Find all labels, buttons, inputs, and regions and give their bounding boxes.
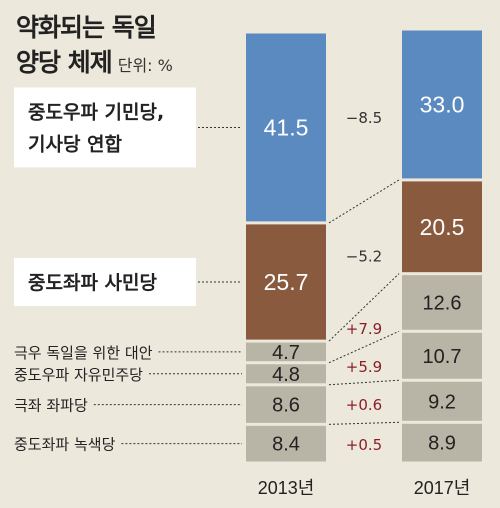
change-label-5: −5.2: [346, 247, 382, 265]
bar-segment-1-5: [246, 224, 326, 340]
bar-segment-2-3: [402, 332, 482, 379]
category-label-2: 2017년: [414, 478, 471, 498]
value-label-1-6: 41.5: [264, 114, 309, 140]
value-label-2-5: 20.5: [420, 214, 465, 240]
legend-label-4: 극우 독일을 위한 대안: [14, 344, 153, 362]
legend-label-2: 극좌 좌파당: [14, 397, 88, 415]
value-label-2-3: 10.7: [423, 346, 462, 368]
bar-segment-1-4: [246, 342, 326, 362]
value-label-2-6: 33.0: [420, 91, 465, 117]
value-label-1-3: 4.8: [272, 364, 300, 386]
category-label-1: 2013년: [258, 478, 315, 498]
legend-box-6: [14, 87, 196, 168]
change-label-1: +0.5: [346, 436, 382, 454]
bar-segment-1-3: [246, 364, 326, 384]
legend-label-3: 중도우파 자유민주당: [14, 366, 143, 384]
title-line-1: 약화되는 독일: [16, 13, 157, 42]
change-label-3: +5.9: [346, 358, 382, 376]
chart-title: 약화되는 독일 양당 체제 단위: %: [16, 10, 173, 83]
change-label-6: −8.5: [346, 109, 382, 127]
value-label-2-4: 12.6: [423, 292, 462, 314]
bar-segment-2-6: [402, 30, 482, 179]
legend-label-6-line-1: 중도우파 기민당,: [28, 101, 164, 123]
bar-segment-2-4: [402, 275, 482, 330]
legend-box-5: [14, 257, 196, 306]
title-line-2-text: 양당 체제: [16, 48, 113, 77]
bar-segment-1-1: [246, 425, 326, 462]
change-label-4: +7.9: [346, 320, 382, 338]
connector-line-2: [328, 379, 400, 386]
bar-segment-1-2: [246, 386, 326, 423]
value-label-1-2: 8.6: [272, 395, 300, 417]
change-label-2: +0.6: [346, 396, 382, 414]
bar-segment-1-6: [246, 33, 326, 222]
value-label-1-4: 4.7: [272, 342, 300, 364]
title-line-2: 양당 체제 단위: %: [16, 45, 173, 83]
value-label-1-1: 8.4: [272, 434, 300, 456]
connector-line-5: [328, 179, 400, 224]
connector-line-4: [328, 273, 400, 342]
unit-label: 단위: %: [117, 56, 173, 75]
bar-segment-2-1: [402, 423, 482, 462]
value-label-1-5: 25.7: [264, 269, 309, 295]
connector-line-3: [328, 330, 400, 364]
value-label-2-1: 8.9: [428, 433, 456, 455]
value-label-2-2: 9.2: [428, 391, 456, 413]
bar-segment-2-2: [402, 381, 482, 421]
legend-label-6-line-2: 기사당 연합: [28, 133, 123, 155]
connector-line-1: [328, 421, 400, 425]
legend-label-1: 중도좌파 녹색당: [14, 436, 116, 454]
bar-segment-2-5: [402, 181, 482, 273]
legend-label-5-line-1: 중도좌파 사민당: [28, 272, 157, 294]
